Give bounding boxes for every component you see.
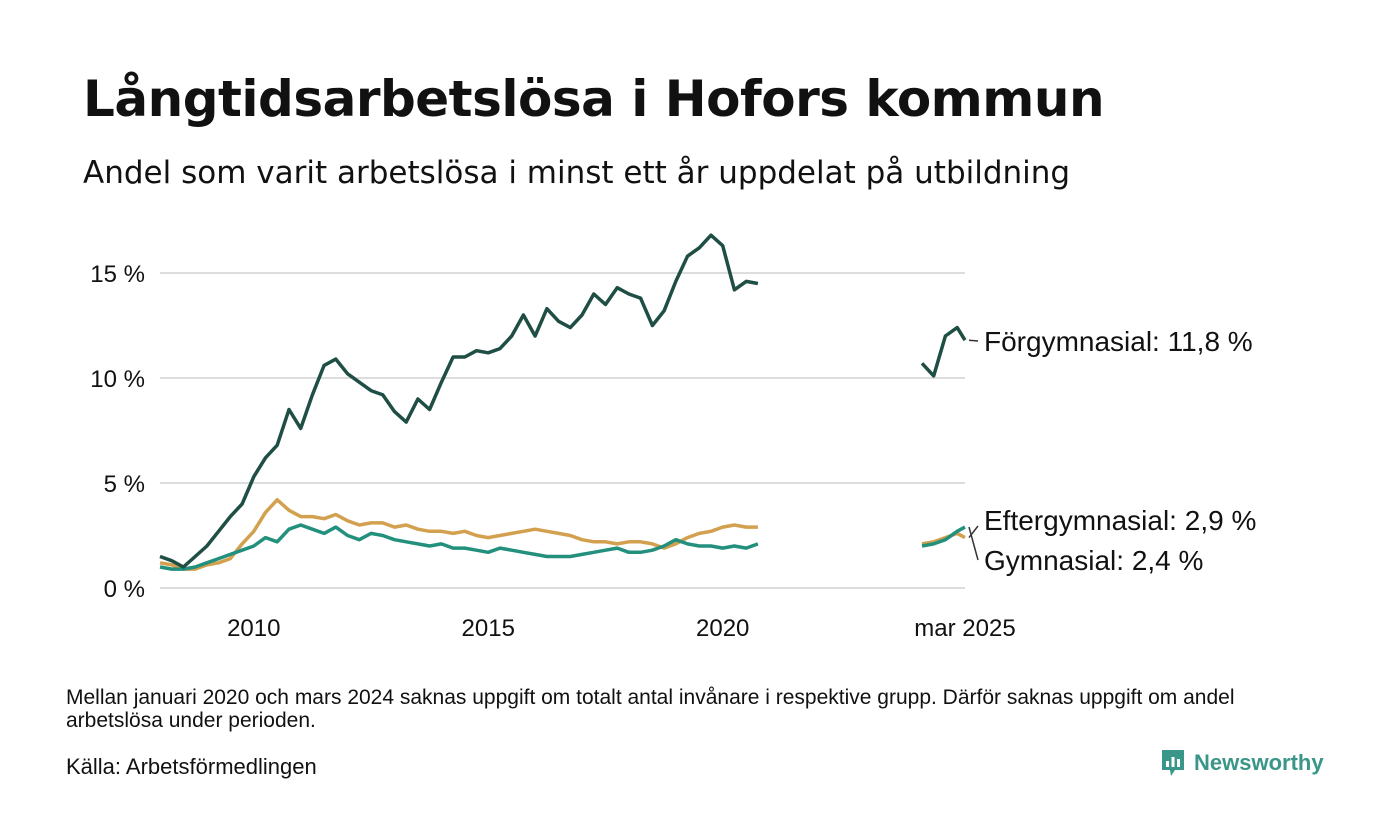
series-label-eftergymnasial: Eftergymnasial: 2,9 % [984, 505, 1256, 536]
x-tick-label: 2020 [696, 615, 749, 642]
line-chart: 0 % 5 % 10 % 15 % 2010 2015 2020 mar 2025 Förg… [90, 233, 1256, 642]
label-leader-line [968, 339, 979, 342]
series-label-förgymnasial: Förgymnasial: 11,8 % [984, 326, 1253, 357]
series-end-labels: Förgymnasial: 11,8 % Eftergymnasial: 2,9 … [968, 326, 1256, 576]
source-note: Källa: Arbetsförmedlingen [66, 754, 317, 779]
series-line-eftergymnasial [159, 498, 758, 571]
series-line-gymnasial [921, 525, 966, 548]
y-tick-label: 5 % [104, 471, 145, 498]
brand-logo: Newsworthy [1160, 748, 1324, 778]
x-tick-label: 2010 [227, 615, 280, 642]
series-line-gymnasial [159, 523, 759, 571]
chart-subtitle: Andel som varit arbetslösa i minst ett å… [83, 155, 1071, 191]
y-tick-label: 0 % [104, 576, 145, 603]
chart-title: Långtidsarbetslösa i Hofors kommun [83, 70, 1105, 128]
series-label-gymnasial: Gymnasial: 2,4 % [984, 545, 1203, 576]
label-leader-line [968, 525, 979, 539]
grid-lines [160, 272, 965, 589]
newsworthy-logo-icon [1162, 750, 1184, 776]
footnote: Mellan januari 2020 och mars 2024 saknas… [66, 686, 1235, 732]
brand-name: Newsworthy [1194, 750, 1324, 775]
y-axis-ticks: 0 % 5 % 10 % 15 % [90, 261, 145, 603]
y-tick-label: 15 % [90, 261, 145, 288]
series-line-förgymnasial [159, 233, 759, 569]
x-axis-ticks: 2010 2015 2020 mar 2025 [227, 615, 1016, 642]
series-lines [159, 233, 967, 571]
y-tick-label: 10 % [90, 366, 145, 393]
series-line-förgymnasial [920, 325, 967, 378]
x-tick-label: mar 2025 [914, 615, 1015, 642]
label-leader-line [968, 526, 979, 561]
x-tick-label: 2015 [462, 615, 515, 642]
